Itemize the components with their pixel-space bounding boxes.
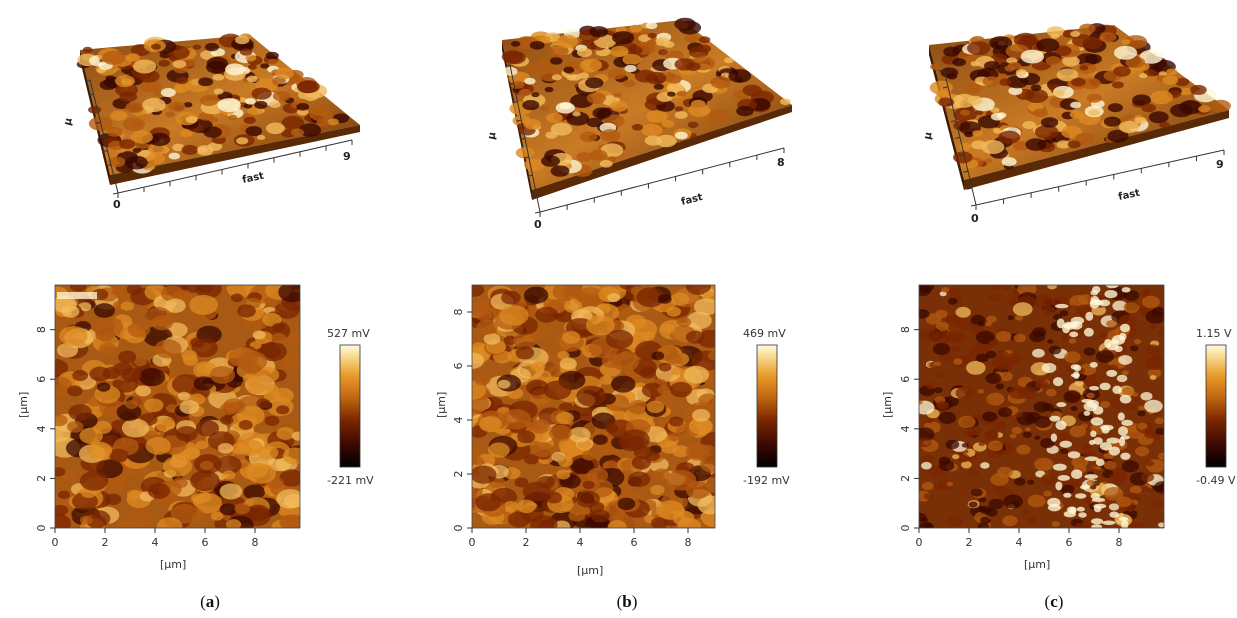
map-x-tick-label: 4 [577,536,584,549]
map-x-label-a: [µm] [160,558,186,571]
map-x-tick-label: 2 [523,536,530,549]
map-y-tick-label: 4 [35,425,48,432]
map-x-tick-label: 6 [631,536,638,549]
caption-c: (c) [1044,592,1064,611]
colorbar-min-c: -0.49 V [1196,474,1236,487]
caption-b: (b) [616,592,638,611]
axis3d-start-tick-a: 0 [113,198,121,211]
colorbar-c: 1.15 V -0.49 V [1196,327,1236,487]
axis3d-start-tick-c: 0 [971,212,979,225]
map-x-tick-label: 2 [966,536,973,549]
map-y-tick-label: 6 [899,376,912,383]
colorbar-a: 527 mV -221 mV [327,327,374,487]
colorbar-max-b: 469 mV [743,327,786,340]
map-y-tick-label: 8 [899,326,912,333]
map-x-label-c: [µm] [1024,558,1050,571]
map-y-tick-label: 6 [35,376,48,383]
map-y-tick-label: 4 [899,425,912,432]
map-x-tick-label: 8 [252,536,259,549]
map-x-tick-label: 4 [1016,536,1023,549]
panel-c: 0 9 fast μ 0 2 4 6 8 0 2 4 6 8 [µm] [µm] 1.15 V -… [824,0,1237,618]
map-y-label-a: [µm] [17,392,30,418]
map-y-tick-label: 4 [452,417,465,424]
colorbar-min-a: -221 mV [327,474,374,487]
map-y-tick-label: 2 [35,475,48,482]
map-y-tick-label: 8 [452,309,465,316]
map-x-tick-label: 0 [52,536,59,549]
colorbar-b: 469 mV -192 mV [743,327,790,487]
map-x-label-b: [µm] [577,564,603,577]
afm-map-b [471,284,716,529]
map-y-tick-label: 0 [452,525,465,532]
axis3d-fast-label-b: fast [680,192,704,208]
map-y-tick-label: 0 [899,525,912,532]
map-y-tick-label: 2 [452,471,465,478]
map-x-tick-label: 6 [1066,536,1073,549]
map-y-tick-label: 8 [35,326,48,333]
map-y-tick-label: 0 [35,525,48,532]
surface-3d-a [76,33,360,185]
map-y-label-c: [µm] [881,392,894,418]
panel-a-graphic: 0 9 fast μ 0 2 4 6 8 0 2 4 6 8 [µm] [µm] 527 mV -… [17,33,374,571]
axis3d-start-tick-b: 0 [534,218,542,231]
map-x-tick-label: 2 [102,536,109,549]
colorbar-max-c: 1.15 V [1196,327,1232,340]
map-y-tick-label: 2 [899,475,912,482]
axis3d-side-label-a: μ [62,116,75,127]
axis3d-end-tick-a: 9 [343,150,351,163]
axis3d-end-tick-c: 9 [1216,158,1224,171]
map-x-tick-label: 8 [1116,536,1123,549]
afm-map-a [54,284,301,529]
map-x-tick-label: 8 [685,536,692,549]
axis3d-fast-label-c: fast [1117,188,1141,203]
axis3d-fast-label-a: fast [241,171,265,186]
surface-edge-a [110,125,360,185]
surface-3d-b [501,17,792,200]
panel-b-graphic: 0 8 fast μ 0 2 4 6 8 0 2 4 6 8 [µm] [µm] 469 mV -… [435,17,792,577]
axis3d-side-label-b: μ [486,131,498,141]
colorbar-max-a: 527 mV [327,327,370,340]
panel-c-graphic: 0 9 fast μ 0 2 4 6 8 0 2 4 6 8 [µm] [µm] 1.15 V -… [881,23,1236,571]
panel-b: 0 8 fast μ 0 2 4 6 8 0 2 4 6 8 [µm] [µm] 469 mV -… [412,0,824,618]
map-y-tick-label: 6 [452,363,465,370]
surface-3d-c [929,23,1231,190]
axis3d-side-label-c: μ [922,130,935,140]
afm-map-c [918,284,1165,529]
map-x-tick-label: 6 [202,536,209,549]
map-x-tick-label: 4 [152,536,159,549]
axis3d-end-tick-b: 8 [777,156,785,169]
map-x-tick-label: 0 [916,536,923,549]
colorbar-min-b: -192 mV [743,474,790,487]
map-x-tick-label: 0 [469,536,476,549]
caption-a: (a) [200,592,220,611]
map-y-label-b: [µm] [435,392,448,418]
panel-a: 0 9 fast μ 0 2 4 6 8 0 2 4 6 8 [µm] [µm] 527 mV -… [0,0,412,618]
